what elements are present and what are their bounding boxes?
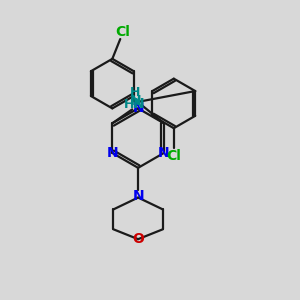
Text: Cl: Cl xyxy=(167,149,181,163)
Text: N: N xyxy=(129,94,141,109)
Text: N: N xyxy=(158,146,170,160)
Text: H: H xyxy=(130,86,140,99)
Text: H: H xyxy=(124,98,134,111)
Text: N: N xyxy=(106,146,118,160)
Text: N: N xyxy=(132,98,144,111)
Text: N: N xyxy=(132,101,144,116)
Text: N: N xyxy=(132,189,144,202)
Text: O: O xyxy=(132,232,144,246)
Text: Cl: Cl xyxy=(115,25,130,39)
